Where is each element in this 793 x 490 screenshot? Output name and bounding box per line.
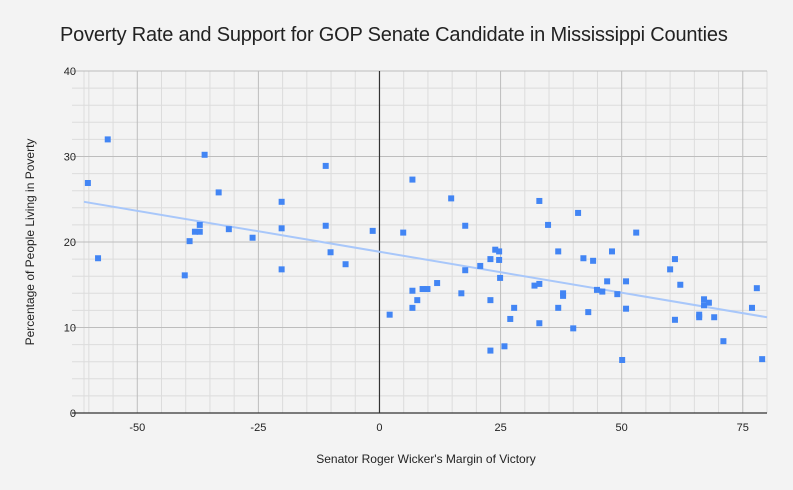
data-point xyxy=(487,347,494,354)
data-point xyxy=(424,286,431,293)
data-point xyxy=(536,320,543,327)
x-tick-label: -50 xyxy=(129,422,145,434)
data-point xyxy=(84,180,91,187)
data-point xyxy=(196,221,203,228)
data-point xyxy=(633,229,640,236)
data-point xyxy=(496,256,503,263)
data-point xyxy=(409,176,416,183)
data-point xyxy=(225,226,232,233)
data-point xyxy=(671,316,678,323)
data-point xyxy=(386,311,393,318)
data-point xyxy=(623,305,630,312)
data-point xyxy=(462,267,469,274)
data-point xyxy=(677,281,684,288)
data-point xyxy=(409,287,416,294)
data-point xyxy=(585,309,592,316)
data-point xyxy=(671,256,678,263)
x-tick-label: 0 xyxy=(376,422,382,434)
data-point xyxy=(575,209,582,216)
data-point xyxy=(753,285,760,292)
data-point xyxy=(608,248,615,255)
y-tick-label: 40 xyxy=(64,66,76,78)
data-point xyxy=(278,225,285,232)
data-point xyxy=(196,228,203,235)
data-point xyxy=(342,261,349,268)
chart-title: Poverty Rate and Support for GOP Senate … xyxy=(60,24,728,46)
data-point xyxy=(619,356,626,363)
y-tick-label: 30 xyxy=(64,152,76,164)
y-tick-label: 10 xyxy=(64,323,76,335)
data-point xyxy=(327,249,334,256)
data-point xyxy=(434,280,441,287)
data-point xyxy=(511,304,518,311)
data-point xyxy=(501,343,508,350)
data-point xyxy=(545,221,552,228)
data-point xyxy=(711,314,718,321)
data-point xyxy=(186,238,193,245)
data-point xyxy=(419,286,426,293)
y-tick-label: 0 xyxy=(70,408,76,420)
data-point xyxy=(604,278,611,285)
data-point xyxy=(705,299,712,306)
data-point xyxy=(748,304,755,311)
data-point xyxy=(181,272,188,279)
data-point xyxy=(369,227,376,234)
data-point xyxy=(278,266,285,273)
data-point xyxy=(215,189,222,196)
data-point xyxy=(701,296,708,303)
data-point xyxy=(458,290,465,297)
data-point xyxy=(531,282,538,289)
data-point xyxy=(590,257,597,264)
data-point xyxy=(667,266,674,273)
data-point xyxy=(322,222,329,229)
data-point xyxy=(400,229,407,236)
data-point xyxy=(599,288,606,295)
data-point xyxy=(555,304,562,311)
data-point xyxy=(201,151,208,158)
x-tick-label: -25 xyxy=(250,422,266,434)
data-point xyxy=(249,234,256,241)
data-point xyxy=(322,162,329,169)
data-point xyxy=(560,292,567,299)
y-axis-title: Percentage of People Living in Poverty xyxy=(23,139,37,346)
data-point xyxy=(95,255,102,262)
data-point xyxy=(414,297,421,304)
x-axis-title: Senator Roger Wicker's Margin of Victory xyxy=(316,452,535,466)
data-point xyxy=(104,136,111,143)
x-axis: -50 -25 0 25 50 75 xyxy=(72,412,767,434)
data-point xyxy=(487,297,494,304)
x-tick-label: 50 xyxy=(616,422,628,434)
data-point xyxy=(614,291,621,298)
data-point xyxy=(536,197,543,204)
data-point xyxy=(555,248,562,255)
data-point xyxy=(507,315,514,322)
data-point xyxy=(409,304,416,311)
data-point xyxy=(720,338,727,345)
data-point xyxy=(477,262,484,269)
data-points xyxy=(84,136,766,363)
data-point xyxy=(593,286,600,293)
data-point xyxy=(623,278,630,285)
data-point xyxy=(191,228,198,235)
data-point xyxy=(278,198,285,205)
y-tick-label: 20 xyxy=(64,237,76,249)
data-point xyxy=(580,255,587,262)
y-axis: 0 10 20 30 40 xyxy=(64,66,76,420)
data-point xyxy=(701,302,708,309)
data-point xyxy=(759,356,766,363)
data-point xyxy=(570,325,577,332)
trendline-segment xyxy=(83,200,768,319)
data-point xyxy=(492,246,499,253)
data-point xyxy=(496,248,503,255)
data-point xyxy=(696,314,703,321)
data-point xyxy=(462,222,469,229)
data-point xyxy=(536,280,543,287)
data-point xyxy=(487,256,494,263)
x-tick-label: 75 xyxy=(737,422,749,434)
x-tick-label: 25 xyxy=(494,422,506,434)
data-point xyxy=(497,274,504,281)
trendline xyxy=(83,200,768,319)
data-point xyxy=(448,195,455,202)
